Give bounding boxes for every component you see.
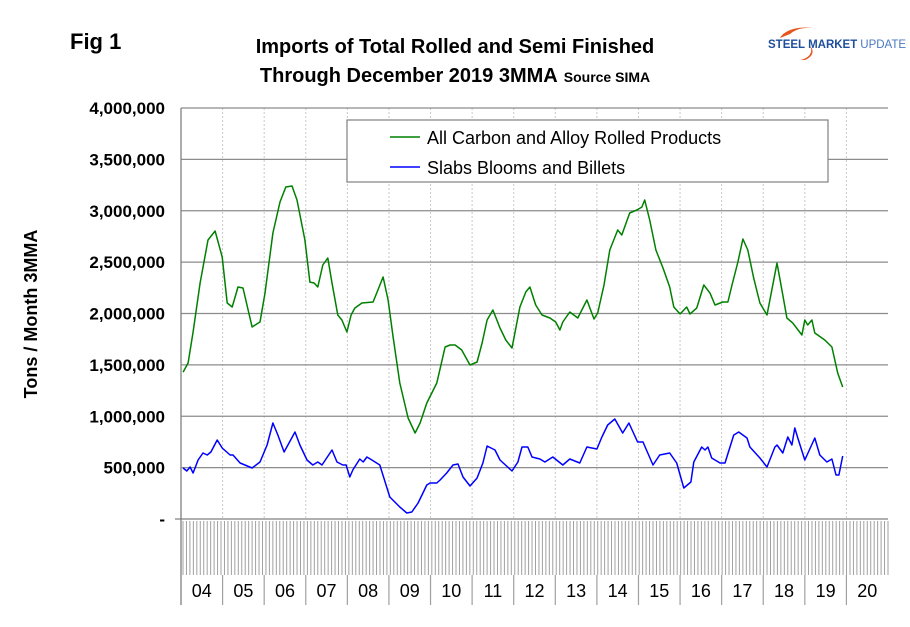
x-tick-label: 04 xyxy=(192,581,212,601)
x-tick-label: 05 xyxy=(233,581,253,601)
y-tick-label: 2,000,000 xyxy=(89,305,165,324)
logo-arc-lower xyxy=(800,46,813,60)
x-axis: 04 05 06 07 08 09 10 11 12 13 14 15 16 17 18 19 20 xyxy=(175,108,889,605)
x-tick-label: 19 xyxy=(816,581,836,601)
x-tick-label: 07 xyxy=(317,581,337,601)
x-tick-label: 18 xyxy=(774,581,794,601)
x-tick-label: 11 xyxy=(484,581,503,601)
chart-title-line2: Through December 2019 3MMA Source SIMA xyxy=(260,65,650,87)
legend-box xyxy=(346,119,829,183)
x-tick-label: 15 xyxy=(649,581,669,601)
y-ticks: - 500,000 1,000,000 1,500,000 2,000,000 2,500… xyxy=(89,99,165,529)
y-tick-label: 2,500,000 xyxy=(89,253,165,272)
chart-title-main: Through December 2019 3MMA xyxy=(260,65,558,87)
logo: STEEL MARKET UPDATE xyxy=(768,27,906,60)
legend-label-slabs: Slabs Blooms and Billets xyxy=(427,158,625,178)
logo-text-update: UPDATE xyxy=(860,39,906,51)
x-tick-label: 06 xyxy=(275,581,295,601)
logo-text-market: MARKET xyxy=(808,39,857,51)
logo-text-steel: STEEL xyxy=(768,39,805,51)
y-tick-label: 4,000,000 xyxy=(89,99,165,118)
y-tick-label: 3,000,000 xyxy=(89,202,165,221)
y-tick-label: 500,000 xyxy=(104,459,165,478)
legend-label-carbon: All Carbon and Alloy Rolled Products xyxy=(427,128,721,148)
y-tick-label: 3,500,000 xyxy=(89,150,165,169)
x-tick-label: 08 xyxy=(358,581,378,601)
x-tick-label: 13 xyxy=(566,581,586,601)
series-line-carbon-alloy xyxy=(182,185,844,434)
chart-title-source: Source SIMA xyxy=(564,69,650,85)
x-tick-label: 10 xyxy=(441,581,461,601)
x-tick-label: 09 xyxy=(400,581,420,601)
x-tick-label: 16 xyxy=(691,581,711,601)
legend: All Carbon and Alloy Rolled Products Sla… xyxy=(346,119,829,183)
y-tick-label: 1,500,000 xyxy=(89,356,165,375)
x-tick-label: 14 xyxy=(608,581,628,601)
series-lines xyxy=(182,185,844,514)
series-line-slabs xyxy=(182,418,844,514)
x-tick-label: 12 xyxy=(524,581,544,601)
y-axis-title: Tons / Month 3MMA xyxy=(21,230,41,399)
chart-title-line1: Imports of Total Rolled and Semi Finishe… xyxy=(256,36,655,58)
y-tick-label: - xyxy=(159,510,165,529)
figure-label: Fig 1 xyxy=(70,29,121,54)
x-tick-label: 20 xyxy=(857,581,877,601)
logo-arc xyxy=(780,27,820,38)
x-tick-label: 17 xyxy=(732,581,752,601)
y-tick-label: 1,000,000 xyxy=(89,407,165,426)
